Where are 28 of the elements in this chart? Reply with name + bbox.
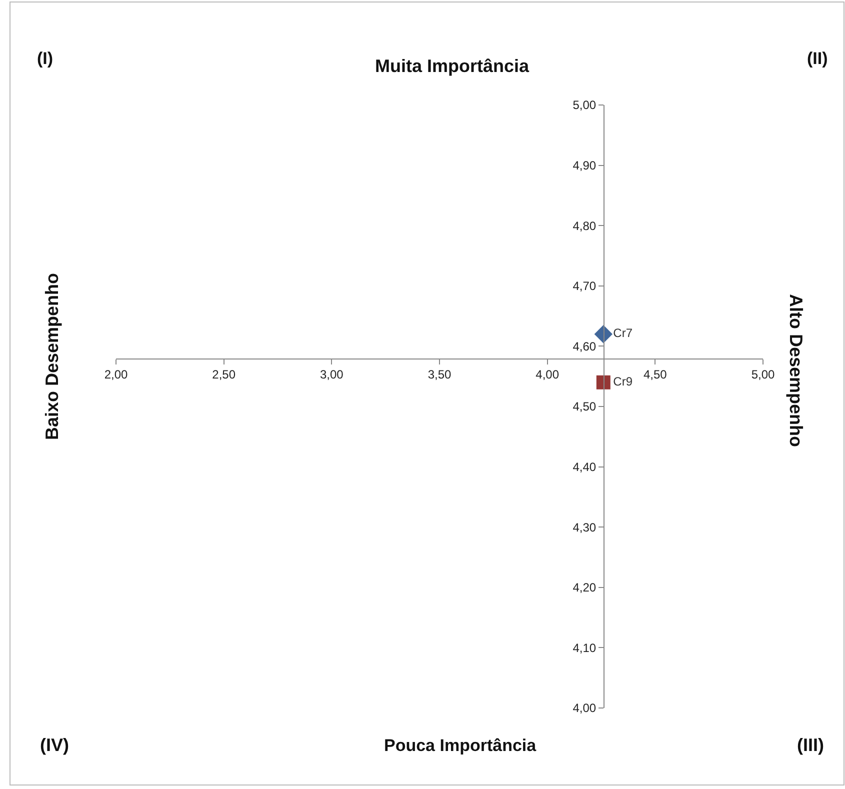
text: (I) — [37, 49, 54, 68]
series-label: Cr9 — [613, 374, 633, 388]
x-tick-label: 3,00 — [320, 368, 344, 382]
y-tick-label: 4,60 — [572, 339, 596, 354]
y-tick-label: 4,50 — [572, 400, 596, 414]
series-label: Cr7 — [613, 326, 633, 340]
x-tick-label: 2,50 — [212, 368, 236, 382]
x-tick-label: 4,00 — [536, 368, 560, 382]
text: (IV) — [40, 735, 69, 755]
text: (III) — [797, 735, 824, 755]
text: Pouca Importância — [384, 736, 537, 755]
text: Alto Desempenho — [786, 294, 806, 448]
y-tick-label: 5,00 — [572, 98, 596, 112]
x-tick-label: 4,50 — [643, 368, 668, 382]
y-tick-label: 4,10 — [572, 640, 596, 655]
y-tick-label: 4,00 — [572, 701, 596, 716]
y-tick-label: 4,20 — [572, 580, 596, 595]
y-tick-label: 4,90 — [572, 158, 596, 172]
y-tick-label: 4,80 — [572, 218, 596, 233]
x-tick-label: 5,00 — [751, 368, 775, 382]
y-tick-label: 4,30 — [572, 520, 596, 534]
y-tick-label: 4,70 — [572, 279, 596, 294]
text: (II) — [807, 49, 828, 68]
y-tick-label: 4,40 — [572, 460, 596, 474]
text: Baixo Desempenho — [42, 272, 62, 440]
text: Muita Importância — [375, 56, 530, 76]
x-tick-label: 3,50 — [428, 368, 452, 382]
x-tick-label: 2,00 — [104, 368, 128, 382]
